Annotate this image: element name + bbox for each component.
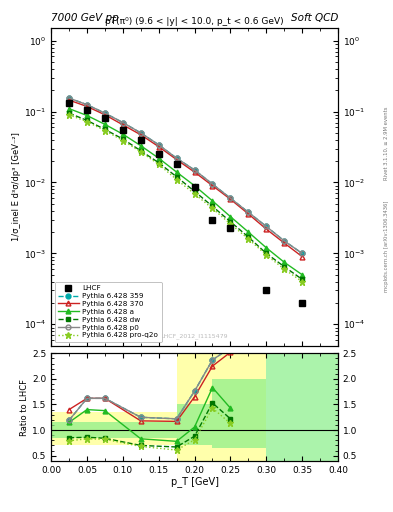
Text: LHCF_2012_I1115479: LHCF_2012_I1115479 [161,333,228,339]
Text: Rivet 3.1.10, ≥ 2.9M events: Rivet 3.1.10, ≥ 2.9M events [384,106,389,180]
Y-axis label: 1/σ_inel E d³σ/dp³ [GeV⁻²]: 1/σ_inel E d³σ/dp³ [GeV⁻²] [12,133,21,241]
Title: pT(π⁰) (9.6 < |y| < 10.0, p_t < 0.6 GeV): pT(π⁰) (9.6 < |y| < 10.0, p_t < 0.6 GeV) [105,17,284,26]
Text: 7000 GeV pp: 7000 GeV pp [51,13,119,24]
Legend: LHCF, Pythia 6.428 359, Pythia 6.428 370, Pythia 6.428 a, Pythia 6.428 dw, Pythi: LHCF, Pythia 6.428 359, Pythia 6.428 370… [55,282,162,342]
Text: Soft QCD: Soft QCD [290,13,338,24]
Text: mcplots.cern.ch [arXiv:1306.3436]: mcplots.cern.ch [arXiv:1306.3436] [384,200,389,291]
X-axis label: p_T [GeV]: p_T [GeV] [171,476,219,487]
Y-axis label: Ratio to LHCF: Ratio to LHCF [20,378,29,436]
